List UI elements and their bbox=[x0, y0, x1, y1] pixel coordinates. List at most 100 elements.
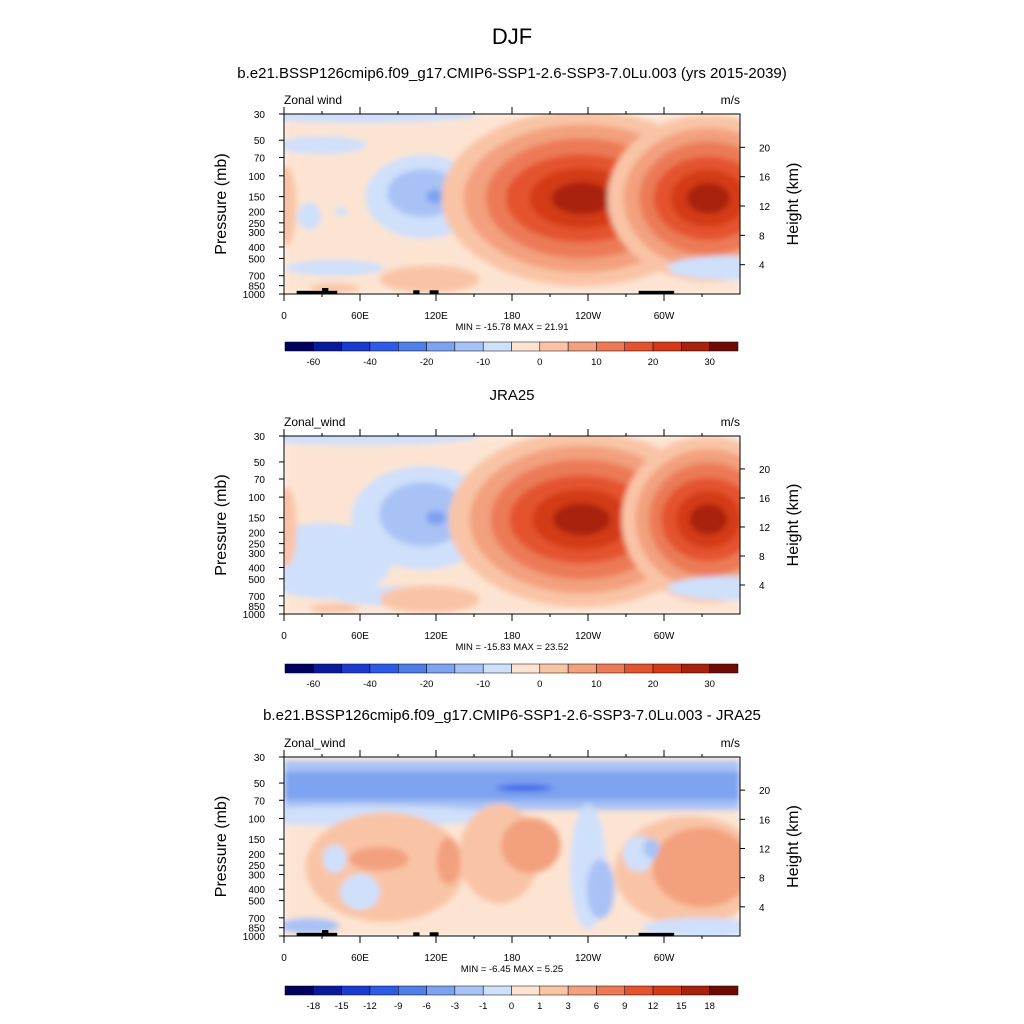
y-tick-label: 70 bbox=[254, 796, 266, 807]
colorbar-label: 15 bbox=[676, 1001, 687, 1012]
contour-fill bbox=[689, 504, 727, 535]
x-tick-label: 120E bbox=[424, 631, 448, 642]
colorbar-cell bbox=[284, 341, 314, 352]
colorbar-cell bbox=[539, 663, 569, 674]
y-tick-label: 100 bbox=[248, 493, 265, 504]
colorbar-cell bbox=[341, 663, 371, 674]
field-label: Zonal_wind bbox=[284, 415, 345, 429]
colorbar-label: -18 bbox=[306, 1001, 320, 1012]
y-tick-label: 500 bbox=[248, 575, 265, 586]
colorbar-cell bbox=[567, 985, 597, 996]
colorbar-label: -40 bbox=[363, 357, 377, 368]
y-right-tick-label: 16 bbox=[759, 494, 771, 505]
y-tick-label: 850 bbox=[248, 924, 265, 935]
y-tick-label: 700 bbox=[248, 592, 265, 603]
y-tick-label: 1000 bbox=[243, 290, 266, 301]
y-tick-label: 400 bbox=[248, 885, 265, 896]
topography bbox=[296, 290, 338, 294]
colorbar-label: -20 bbox=[420, 357, 434, 368]
field-label: Zonal_wind bbox=[284, 736, 345, 750]
y-right-tick-label: 8 bbox=[759, 874, 765, 885]
colorbar-label: 20 bbox=[648, 357, 659, 368]
colorbar-cell bbox=[426, 341, 456, 352]
contour-fill bbox=[322, 844, 347, 873]
colorbar-cell bbox=[313, 341, 342, 352]
colorbar-label: -3 bbox=[451, 1001, 459, 1012]
colorbar-cell bbox=[596, 663, 625, 674]
y-tick-label: 200 bbox=[248, 850, 265, 861]
y-tick-label: 50 bbox=[254, 136, 266, 147]
y-tick-label: 700 bbox=[248, 272, 265, 283]
y-tick-label: 100 bbox=[248, 814, 265, 825]
contour-fill bbox=[379, 585, 480, 614]
y-right-tick-label: 20 bbox=[759, 143, 771, 154]
colorbar-cell bbox=[482, 985, 512, 996]
colorbar-cell bbox=[398, 985, 427, 996]
topography bbox=[413, 932, 420, 936]
colorbar-cell bbox=[709, 985, 739, 996]
colorbar-cell bbox=[369, 341, 399, 352]
colorbar-cell bbox=[341, 341, 371, 352]
contour-field bbox=[284, 436, 740, 614]
y-tick-label: 700 bbox=[248, 914, 265, 925]
topography bbox=[638, 290, 675, 294]
contour-fill bbox=[309, 603, 360, 614]
contour-layers bbox=[284, 757, 740, 936]
colorbar-cell bbox=[567, 341, 597, 352]
colorbar-label: 3 bbox=[565, 1001, 570, 1012]
contour-fill bbox=[501, 817, 561, 874]
y-tick-label: 300 bbox=[248, 228, 265, 239]
contour-fill bbox=[436, 836, 461, 885]
x-tick-label: 120W bbox=[575, 631, 602, 642]
x-tick-label: 120W bbox=[575, 953, 602, 964]
colorbar-label: -12 bbox=[363, 1001, 377, 1012]
colorbar-label: 30 bbox=[704, 357, 715, 368]
topography bbox=[413, 290, 420, 294]
colorbar-cell bbox=[482, 341, 512, 352]
colorbar-label: -60 bbox=[306, 679, 320, 690]
colorbar-cell bbox=[681, 985, 710, 996]
y-axis-label: Pressure (mb) bbox=[213, 474, 230, 575]
contour-field bbox=[284, 114, 740, 294]
y-tick-label: 150 bbox=[248, 193, 265, 204]
colorbar-cell bbox=[511, 985, 541, 996]
x-tick-label: 60W bbox=[654, 311, 675, 322]
x-tick-label: 0 bbox=[281, 311, 287, 322]
y-axis-label: Pressure (mb) bbox=[213, 153, 230, 254]
y-tick-label: 100 bbox=[248, 172, 265, 183]
units-label: m/s bbox=[721, 736, 740, 750]
y-tick-label: 150 bbox=[248, 835, 265, 846]
contour-fill bbox=[284, 165, 297, 246]
y-tick-label: 50 bbox=[254, 779, 266, 790]
contour-fill bbox=[426, 510, 446, 525]
topography bbox=[296, 932, 338, 936]
colorbar-cell bbox=[426, 985, 456, 996]
y-tick-label: 30 bbox=[254, 110, 266, 121]
colorbar-label: 10 bbox=[591, 679, 602, 690]
x-tick-label: 60E bbox=[351, 953, 369, 964]
y-tick-label: 70 bbox=[254, 153, 266, 164]
topography bbox=[429, 290, 439, 294]
y-tick-label: 200 bbox=[248, 207, 265, 218]
y-right-axis-label: Height (km) bbox=[785, 484, 802, 567]
x-tick-label: 60E bbox=[351, 311, 369, 322]
contour-fill bbox=[297, 202, 322, 231]
x-tick-label: 60E bbox=[351, 631, 369, 642]
colorbar-label: 12 bbox=[648, 1001, 659, 1012]
topography bbox=[322, 930, 329, 936]
units-label: m/s bbox=[721, 415, 740, 429]
colorbar-cell bbox=[511, 663, 541, 674]
colorbar-label: -10 bbox=[476, 357, 490, 368]
colorbar-label: 18 bbox=[704, 1001, 715, 1012]
contour-layers bbox=[284, 114, 740, 294]
y-right-axis-label: Height (km) bbox=[785, 805, 802, 888]
contour-fill bbox=[284, 917, 340, 934]
colorbar-cell bbox=[313, 985, 342, 996]
y-tick-label: 850 bbox=[248, 602, 265, 613]
colorbar-cell bbox=[624, 985, 654, 996]
y-tick-label: 70 bbox=[254, 475, 266, 486]
contour-fill bbox=[284, 114, 480, 123]
min-max-label: MIN = -6.45 MAX = 5.25 bbox=[461, 964, 563, 975]
colorbar-cell bbox=[454, 341, 484, 352]
colorbar-cell bbox=[709, 341, 739, 352]
